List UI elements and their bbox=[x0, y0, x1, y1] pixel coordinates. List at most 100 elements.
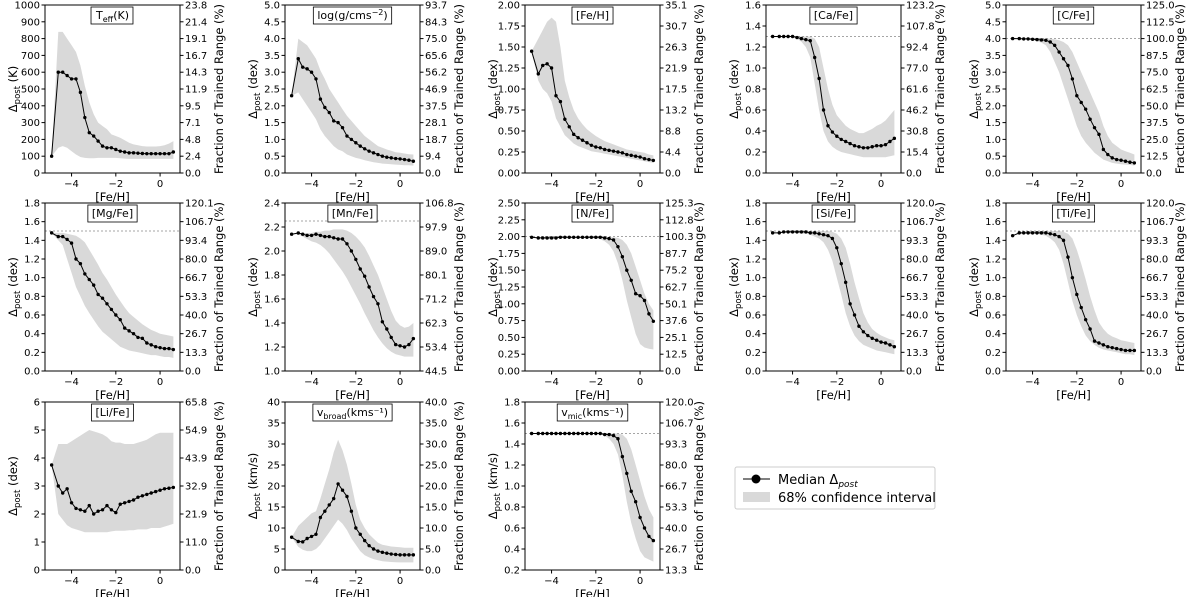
plot-frame-tife bbox=[1005, 202, 1142, 372]
median-point-sife bbox=[835, 246, 839, 250]
y-tick-label: 0.25 bbox=[498, 148, 520, 159]
y-tick-label: 1.75 bbox=[498, 22, 520, 33]
y-tick-label: 0.8 bbox=[745, 85, 761, 96]
right-tick-label: 62.7 bbox=[665, 283, 687, 294]
median-point-mgfe bbox=[171, 347, 176, 352]
median-point-sife bbox=[817, 232, 821, 236]
y-axis-label: Δpost (dex) bbox=[967, 257, 984, 317]
median-point-logg bbox=[289, 94, 294, 98]
median-point-mnfe bbox=[327, 234, 331, 239]
panel-title-text: [N/Fe] bbox=[576, 207, 609, 220]
median-point-life bbox=[87, 503, 91, 508]
y-axis-label-sub: post bbox=[974, 92, 984, 111]
right-axis-label: Fraction of Trained Range (%) bbox=[212, 202, 226, 372]
y-axis-label-sub: post bbox=[13, 290, 23, 309]
median-point-cfe bbox=[1106, 152, 1110, 157]
median-point-mgfe bbox=[91, 283, 96, 287]
y-axis-label-sub: post bbox=[493, 492, 503, 511]
y-tick-label: 0.0 bbox=[985, 367, 1001, 378]
right-tick-label: 9.4 bbox=[425, 152, 441, 163]
x-tick-label: −2 bbox=[108, 179, 123, 190]
median-point-life bbox=[49, 463, 54, 467]
median-point-tife bbox=[1026, 231, 1030, 235]
median-point-mnfe bbox=[402, 345, 407, 349]
panel-vmic: 0.2 0.4 0.6 0.8 1.0 1.2 1.4 1.6 1.8 13.3 26.7 40.0 5… bbox=[486, 398, 706, 597]
x-tick-label: −4 bbox=[304, 179, 319, 190]
x-axis-label: [Fe/H] bbox=[1056, 388, 1091, 402]
median-point-feh bbox=[611, 149, 616, 153]
y-tick-label: 0.2 bbox=[985, 348, 1001, 359]
median-point-logg bbox=[376, 152, 380, 157]
median-point-feh bbox=[651, 158, 656, 163]
median-point-logg bbox=[318, 97, 323, 101]
median-line-logg bbox=[291, 57, 414, 162]
y-axis-label-sub: post bbox=[13, 489, 23, 508]
y-tick-label: 1.0 bbox=[24, 273, 40, 284]
y-axis-label-sub: post bbox=[253, 290, 263, 309]
y-tick-label: 0 bbox=[34, 169, 40, 180]
plot-frame-mnfe bbox=[284, 202, 421, 372]
y-tick-label: 1.0 bbox=[985, 273, 1001, 284]
right-tick-label: 37.6 bbox=[665, 316, 687, 327]
median-point-tife bbox=[1119, 347, 1123, 352]
right-tick-label: 65.8 bbox=[185, 398, 207, 409]
median-point-sife bbox=[852, 313, 857, 317]
median-point-logg bbox=[296, 57, 300, 61]
median-line-teff bbox=[51, 71, 174, 157]
panel-title-text: vmic(kms⁻¹) bbox=[561, 406, 624, 421]
median-point-vmic bbox=[642, 526, 647, 530]
right-tick-label: 40.0 bbox=[185, 311, 207, 322]
x-tick-label: −2 bbox=[588, 179, 603, 190]
median-point-feh bbox=[529, 49, 534, 53]
median-point-feh bbox=[625, 152, 629, 157]
median-point-feh bbox=[629, 153, 633, 158]
panel-title-box bbox=[1051, 204, 1096, 223]
median-point-vbroad bbox=[362, 538, 367, 543]
median-point-cafe bbox=[835, 134, 839, 138]
median-point-feh bbox=[598, 146, 602, 150]
right-tick-label: 21.4 bbox=[185, 17, 207, 28]
right-tick-label: 13.3 bbox=[906, 348, 928, 359]
median-point-vbroad bbox=[296, 539, 300, 544]
median-point-vbroad bbox=[309, 534, 314, 539]
median-point-vbroad bbox=[354, 526, 358, 530]
right-tick-label: 0.0 bbox=[185, 566, 201, 577]
median-point-vbroad bbox=[340, 488, 345, 492]
median-point-feh bbox=[620, 151, 625, 155]
panel-title-logg: log(g/cms−2) bbox=[312, 6, 393, 25]
y-axis-label-unit: (dex) bbox=[967, 59, 981, 93]
median-point-sife bbox=[777, 231, 781, 235]
median-point-cafe bbox=[826, 124, 830, 128]
median-point-logg bbox=[327, 110, 331, 115]
median-point-mnfe bbox=[296, 231, 300, 235]
x-axis-label: [Fe/H] bbox=[95, 587, 130, 597]
legend-frame bbox=[734, 466, 936, 510]
median-point-mgfe bbox=[87, 277, 91, 282]
y-tick-label: 0.2 bbox=[745, 148, 761, 159]
right-tick-label: 18.7 bbox=[425, 135, 447, 146]
median-point-sife bbox=[812, 231, 817, 235]
median-point-logg bbox=[331, 119, 336, 123]
median-point-teff bbox=[87, 130, 91, 135]
right-tick-label: 19.1 bbox=[185, 34, 207, 45]
y-tick-label: 1.0 bbox=[504, 482, 520, 493]
median-point-mgfe bbox=[65, 237, 69, 242]
median-point-cfe bbox=[1132, 161, 1137, 165]
panel-title-sub: mic bbox=[568, 412, 582, 421]
right-tick-label: 0.0 bbox=[1146, 169, 1162, 180]
y-axis-label: Δpost (dex) bbox=[486, 257, 503, 317]
right-tick-label: 84.3 bbox=[425, 17, 447, 28]
x-tick-label: −4 bbox=[785, 179, 800, 190]
median-point-mgfe bbox=[131, 331, 136, 336]
median-point-sife bbox=[786, 230, 790, 234]
panel-title-teff: Teff(K) bbox=[90, 6, 134, 25]
right-tick-label: 0.0 bbox=[906, 169, 922, 180]
median-point-cfe bbox=[1057, 50, 1061, 54]
right-tick-label: 10.0 bbox=[425, 524, 447, 535]
right-tick-label: 125.3 bbox=[665, 199, 694, 210]
right-tick-label: 120.0 bbox=[1146, 199, 1175, 210]
median-point-cfe bbox=[1044, 38, 1048, 42]
median-point-mnfe bbox=[367, 285, 371, 289]
median-point-feh bbox=[580, 138, 585, 142]
median-point-feh bbox=[571, 132, 576, 137]
